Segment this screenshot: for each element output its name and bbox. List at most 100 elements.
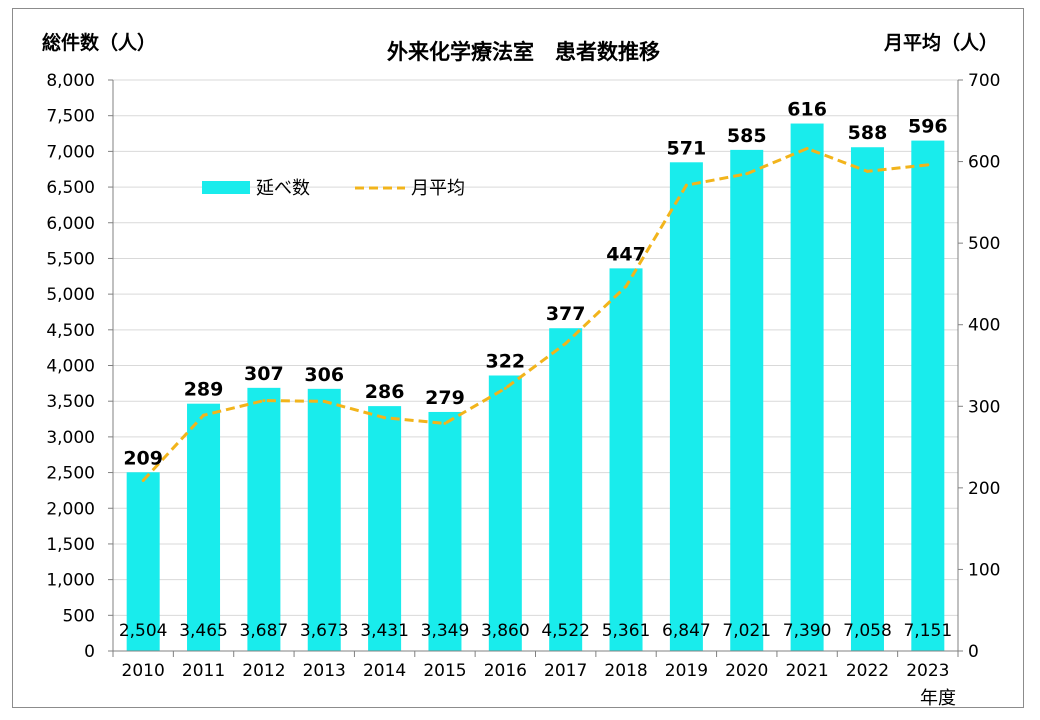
left-tick-label: 5,000 xyxy=(46,285,95,305)
left-tick-label: 8,000 xyxy=(46,71,95,91)
line-data-label: 588 xyxy=(848,122,888,144)
line-point xyxy=(202,413,206,417)
line-data-label: 447 xyxy=(606,243,646,265)
bar xyxy=(488,375,522,651)
bar-data-label: 4,522 xyxy=(541,621,590,641)
x-tick-label: 2022 xyxy=(846,661,889,681)
line-point xyxy=(383,416,387,420)
left-tick-label: 7,500 xyxy=(46,107,95,127)
line-point xyxy=(503,386,507,390)
x-tick-label: 2011 xyxy=(182,661,225,681)
right-tick-label: 700 xyxy=(968,71,1000,91)
right-tick-label: 200 xyxy=(968,479,1000,499)
left-tick-label: 1,000 xyxy=(46,571,95,591)
right-tick-label: 400 xyxy=(968,316,1000,336)
x-tick-label: 2015 xyxy=(423,661,466,681)
legend-bar-swatch xyxy=(202,181,250,194)
bar xyxy=(428,411,462,651)
line-point xyxy=(322,399,326,403)
bar-data-label: 7,021 xyxy=(722,621,771,641)
right-tick-label: 600 xyxy=(968,153,1000,173)
legend-bar-label: 延べ数 xyxy=(256,178,310,199)
x-tick-label: 2020 xyxy=(725,661,768,681)
x-tick-label: 2010 xyxy=(122,661,165,681)
legend-line-label: 月平均 xyxy=(411,178,465,199)
bar xyxy=(730,149,764,651)
bar xyxy=(187,403,221,651)
bar xyxy=(549,328,583,651)
x-tick-label: 2018 xyxy=(604,661,647,681)
line-data-label: 289 xyxy=(184,379,224,401)
left-tick-label: 3,000 xyxy=(46,428,95,448)
x-tick-label: 2021 xyxy=(785,661,828,681)
line-data-label: 585 xyxy=(727,125,767,147)
bar xyxy=(609,268,643,651)
line-data-label: 306 xyxy=(304,364,344,386)
monthly-average-line xyxy=(142,146,928,482)
bar xyxy=(669,162,703,651)
right-tick-label: 500 xyxy=(968,234,1000,254)
bar-data-label: 3,687 xyxy=(240,621,289,641)
bar-data-label: 3,860 xyxy=(481,621,530,641)
line-data-label: 279 xyxy=(425,387,465,409)
left-tick-label: 1,500 xyxy=(46,535,95,555)
left-tick-label: 2,000 xyxy=(46,499,95,519)
bar-data-label: 3,349 xyxy=(421,621,470,641)
line-point xyxy=(624,284,628,288)
left-tick-label: 4,000 xyxy=(46,357,95,377)
bar-data-label: 3,431 xyxy=(360,621,409,641)
line-point xyxy=(564,341,568,345)
bar-data-label: 7,390 xyxy=(783,621,832,641)
left-tick-label: 2,500 xyxy=(46,464,95,484)
left-tick-label: 4,500 xyxy=(46,321,95,341)
x-axis-title: 年度 xyxy=(920,688,956,709)
line-data-label: 596 xyxy=(908,116,948,138)
bar xyxy=(247,387,281,651)
bar xyxy=(307,388,341,651)
line-data-label: 209 xyxy=(123,447,163,469)
line-data-label: 322 xyxy=(485,350,525,372)
right-tick-label: 300 xyxy=(968,397,1000,417)
right-tick-label: 100 xyxy=(968,560,1000,580)
line-point xyxy=(805,147,809,151)
x-tick-label: 2012 xyxy=(242,661,285,681)
right-axis-title: 月平均（人） xyxy=(884,32,999,54)
line-point xyxy=(684,183,688,187)
bar-data-label: 6,847 xyxy=(662,621,711,641)
x-tick-label: 2016 xyxy=(484,661,527,681)
bar xyxy=(368,406,402,651)
left-tick-label: 5,500 xyxy=(46,249,95,269)
bar xyxy=(790,123,824,651)
line-data-label: 571 xyxy=(667,137,707,159)
x-tick-label: 2017 xyxy=(544,661,587,681)
line-point xyxy=(926,163,930,167)
line-data-label: 377 xyxy=(546,303,586,325)
bar xyxy=(850,147,884,652)
bar-data-label: 5,361 xyxy=(602,621,651,641)
line-point xyxy=(141,479,145,483)
line-point xyxy=(865,169,869,173)
left-tick-label: 3,500 xyxy=(46,392,95,412)
line-point xyxy=(262,399,266,403)
bar xyxy=(911,140,945,651)
left-axis-title: 総件数（人） xyxy=(42,32,157,54)
right-tick-label: 0 xyxy=(968,642,979,662)
line-data-label: 307 xyxy=(244,363,284,385)
x-tick-label: 2014 xyxy=(363,661,406,681)
line-point xyxy=(745,172,749,176)
x-tick-label: 2023 xyxy=(906,661,949,681)
x-tick-label: 2013 xyxy=(303,661,346,681)
left-tick-label: 6,000 xyxy=(46,214,95,234)
bar-data-label: 3,673 xyxy=(300,621,349,641)
left-tick-label: 6,500 xyxy=(46,178,95,198)
left-tick-label: 7,000 xyxy=(46,142,95,162)
x-tick-label: 2019 xyxy=(665,661,708,681)
bar-data-label: 7,151 xyxy=(903,621,952,641)
bar-data-label: 2,504 xyxy=(119,621,168,641)
line-point xyxy=(443,421,447,425)
bar-data-label: 7,058 xyxy=(843,621,892,641)
left-tick-label: 0 xyxy=(84,642,95,662)
bar xyxy=(126,472,160,651)
line-data-label: 286 xyxy=(365,381,405,403)
